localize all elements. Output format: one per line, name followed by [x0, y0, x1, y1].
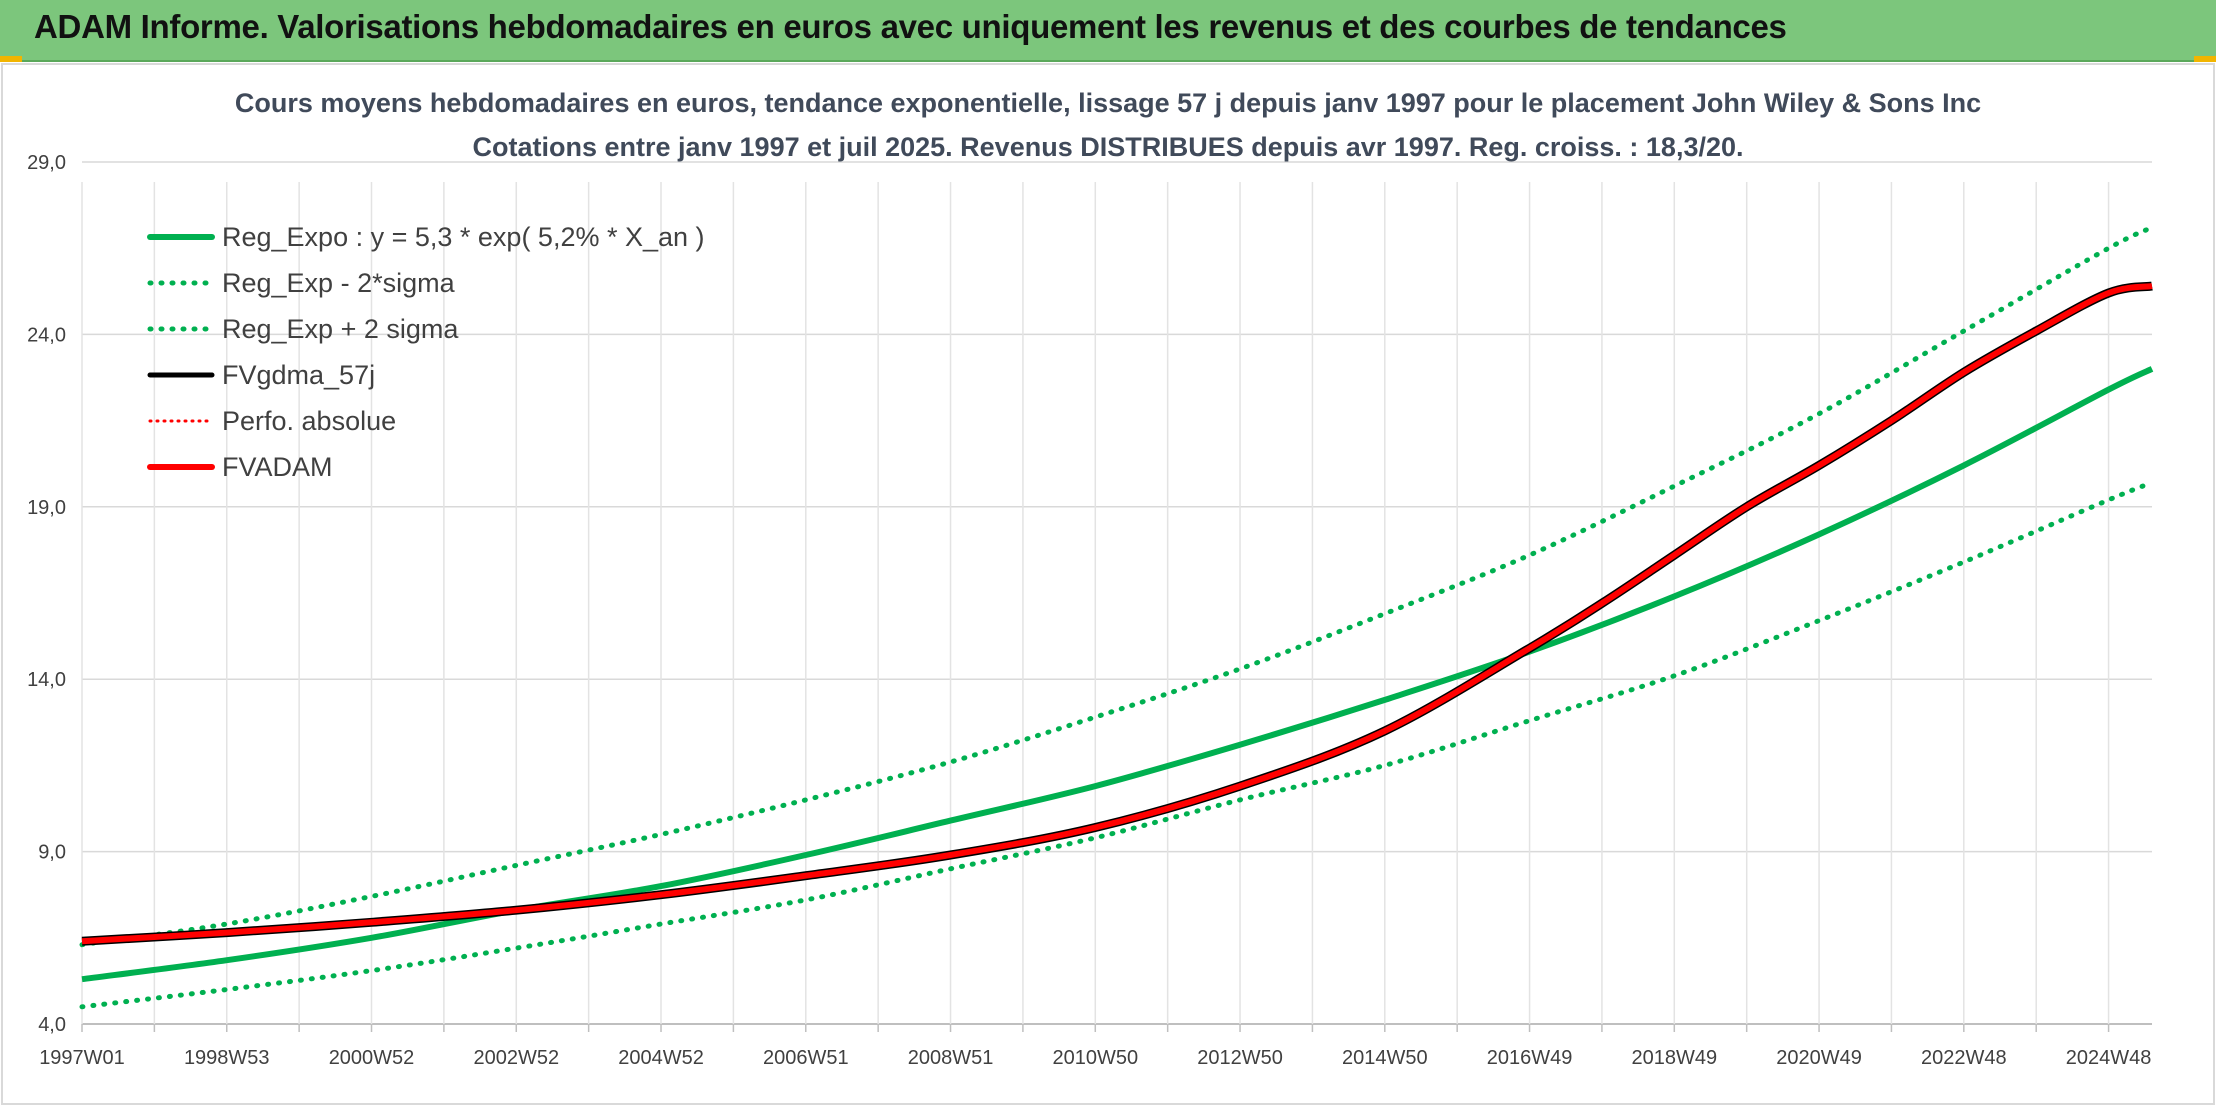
legend: Reg_Expo : y = 5,3 * exp( 5,2% * X_an ) R… [147, 222, 705, 482]
line-chart: Cours moyens hebdomadaires en euros, ten… [1, 63, 2215, 1105]
chart-frame [1, 63, 2215, 1105]
x-tick-label: 1998W53 [184, 1047, 270, 1069]
x-tick-label: 2020W49 [1776, 1047, 1862, 1069]
report-header: ADAM Informe. Valorisations hebdomadaire… [0, 0, 2216, 62]
x-tick-label: 2022W48 [1921, 1047, 2007, 1069]
x-tick-label: 2010W50 [1052, 1047, 1138, 1069]
report-title: ADAM Informe. Valorisations hebdomadaire… [34, 8, 1787, 45]
x-tick-label: 2000W52 [329, 1047, 415, 1069]
x-tick-label: 2016W49 [1487, 1047, 1573, 1069]
y-axis-ticks: 4,0 9,0 14,0 19,0 24,0 29,0 [27, 152, 66, 1036]
x-tick-label: 2004W52 [618, 1047, 704, 1069]
x-tick-label: 1997W01 [39, 1047, 125, 1069]
x-tick-label: 2012W50 [1197, 1047, 1283, 1069]
legend-label: FVADAM [222, 452, 333, 482]
legend-label: Perfo. absolue [222, 406, 396, 436]
series-lines [79, 225, 2155, 1010]
legend-label: FVgdma_57j [222, 360, 375, 390]
legend-label: Reg_Exp - 2*sigma [222, 268, 456, 298]
x-tick-label: 2008W51 [908, 1047, 994, 1069]
corner-mark-left [0, 56, 22, 62]
x-tick-label: 2014W50 [1342, 1047, 1428, 1069]
chart-area: Cours moyens hebdomadaires en euros, ten… [0, 62, 2216, 1106]
x-tick-label: 2024W48 [2066, 1047, 2152, 1069]
legend-label: Reg_Expo : y = 5,3 * exp( 5,2% * X_an ) [222, 222, 705, 252]
chart-title-line1: Cours moyens hebdomadaires en euros, ten… [235, 88, 1981, 118]
series-line-fvadam [81, 283, 2153, 945]
legend-label: Reg_Exp + 2 sigma [222, 314, 459, 344]
x-tick-label: 2006W51 [763, 1047, 849, 1069]
x-axis-ticks: 1997W01 1998W53 2000W52 2002W52 2004W52 2006W… [39, 1047, 2151, 1069]
series-line-reg-expo [81, 366, 2154, 983]
y-tick-label: 29,0 [27, 152, 66, 174]
y-tick-label: 24,0 [27, 324, 66, 346]
corner-mark-right [2194, 56, 2216, 62]
x-tick-label: 2002W52 [473, 1047, 559, 1069]
x-tick-label: 2018W49 [1631, 1047, 1717, 1069]
y-tick-label: 19,0 [27, 497, 66, 519]
y-tick-label: 14,0 [27, 669, 66, 691]
chart-title-line2: Cotations entre janv 1997 et juil 2025. … [472, 132, 1743, 162]
gridlines [81, 161, 2152, 1032]
series-line-reg-plus-2sigma [79, 225, 2155, 948]
y-tick-label: 9,0 [38, 842, 66, 864]
y-tick-label: 4,0 [38, 1014, 66, 1036]
